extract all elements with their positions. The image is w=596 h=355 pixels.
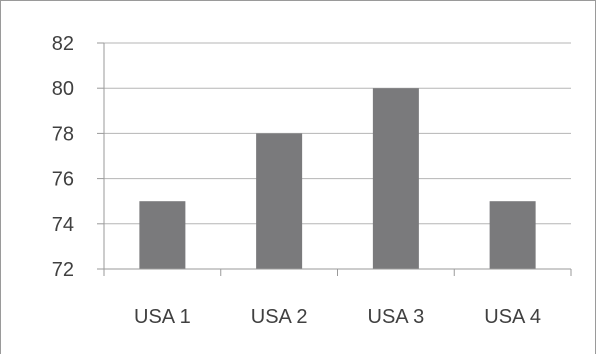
y-tick-label: 76	[52, 169, 74, 191]
x-tick-label: USA 3	[368, 306, 425, 328]
x-tick-labels: USA 1 USA 2 USA 3 USA 4	[134, 306, 541, 328]
y-tick-label: 72	[52, 259, 74, 281]
y-tick-labels: 72 74 76 78 80 82	[52, 33, 74, 281]
gridlines	[104, 42, 571, 225]
axes	[97, 42, 572, 276]
x-tick-label: USA 2	[251, 306, 308, 328]
y-tick-label: 74	[52, 214, 74, 236]
bars	[139, 88, 536, 269]
bar-usa-2	[256, 133, 303, 269]
bar-usa-3	[372, 88, 419, 269]
y-tick-label: 78	[52, 123, 74, 145]
x-tick-label: USA 4	[484, 306, 541, 328]
y-tick-label: 80	[52, 78, 74, 100]
bar-usa-1	[139, 201, 186, 269]
y-tick-label: 82	[52, 33, 74, 55]
bar-usa-4	[489, 201, 536, 269]
x-tick-label: USA 1	[134, 306, 191, 328]
